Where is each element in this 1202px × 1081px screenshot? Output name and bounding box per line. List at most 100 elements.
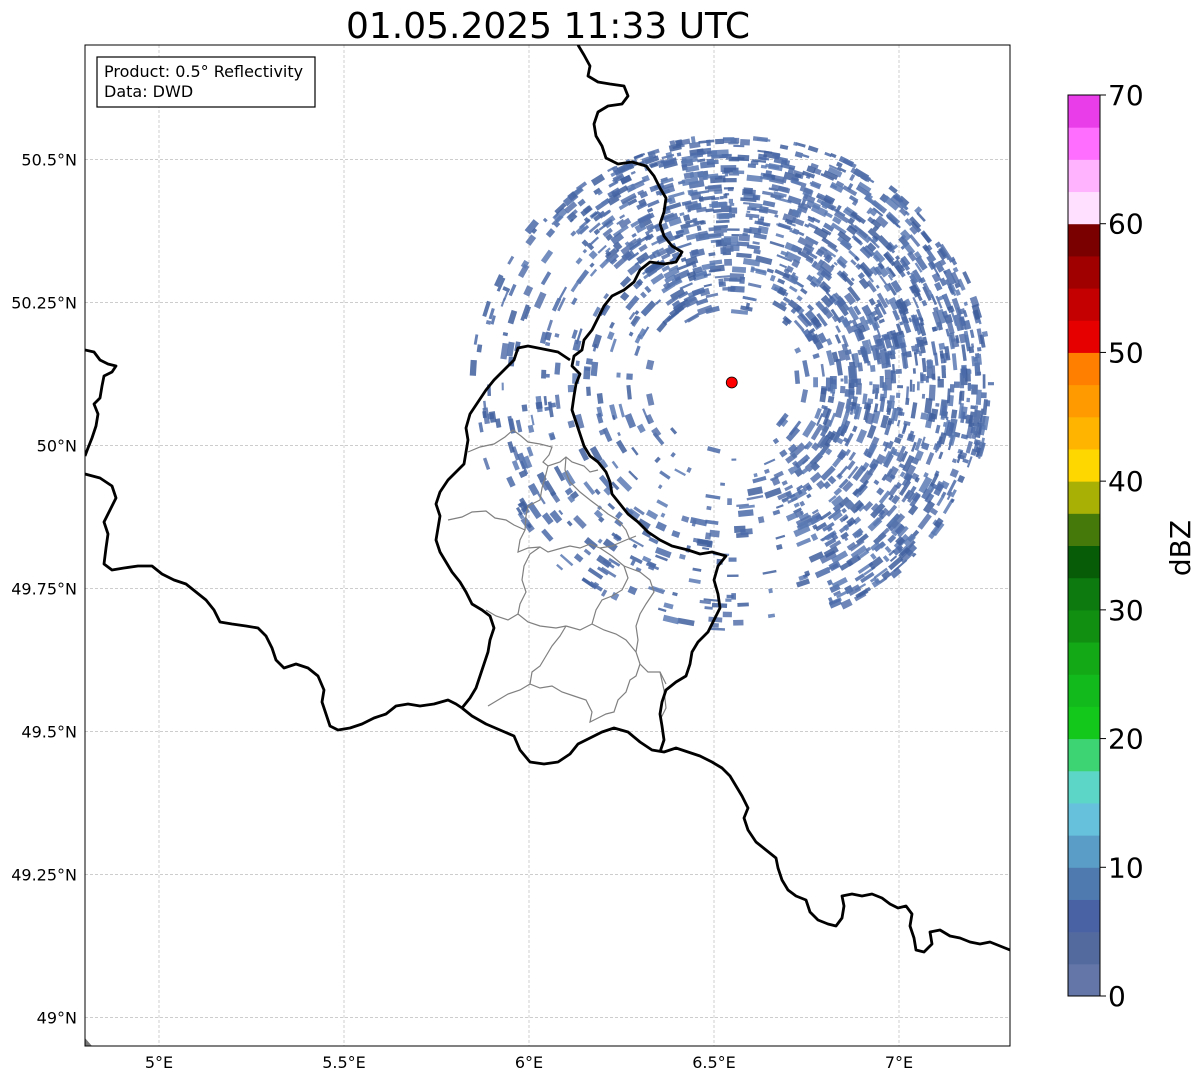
echo-cell <box>850 277 855 282</box>
echo-cell <box>891 494 901 505</box>
echo-cell <box>622 195 637 205</box>
echo-cell <box>840 272 854 287</box>
echo-cell <box>883 441 890 452</box>
echo-cell <box>813 226 829 240</box>
echo-cell <box>826 349 835 366</box>
echo-cell <box>726 228 740 231</box>
echo-cell <box>749 216 753 221</box>
echo-cell <box>898 480 912 496</box>
echo-cell <box>613 256 628 270</box>
colorbar-frame <box>1067 94 1101 997</box>
echo-cell <box>827 166 843 178</box>
echo-cell <box>806 165 817 174</box>
echo-cell <box>648 253 656 261</box>
echo-cell <box>810 423 824 441</box>
echo-cell <box>543 395 548 406</box>
echo-cell <box>876 292 889 309</box>
echo-cell <box>947 305 955 314</box>
echo-cell <box>955 335 960 344</box>
echo-cell <box>728 557 737 562</box>
echo-cell <box>806 493 812 499</box>
colorbar-segment <box>1068 706 1100 740</box>
echo-cell <box>816 479 826 490</box>
echo-cell <box>949 332 956 343</box>
echo-cell <box>651 585 666 593</box>
echo-cell <box>665 202 682 211</box>
echo-cell <box>601 198 610 205</box>
admin-boundary <box>659 671 667 721</box>
admin-boundary <box>591 623 637 653</box>
echo-cell <box>646 199 660 208</box>
admin-boundary <box>623 565 667 685</box>
echo-cell <box>833 487 843 496</box>
echo-cell <box>831 351 839 363</box>
echo-cell <box>583 548 592 556</box>
colorbar-tick-label: 40 <box>1108 465 1144 498</box>
echo-cell <box>548 402 557 408</box>
echo-cell <box>799 500 806 507</box>
echo-cell <box>753 473 758 478</box>
echo-cell <box>775 543 783 551</box>
lon-tick-label: 5°E <box>145 1053 173 1072</box>
echo-cell <box>762 569 777 575</box>
colorbar-segment <box>1068 931 1100 965</box>
echo-cell <box>558 509 564 516</box>
echo-cell <box>527 501 542 520</box>
echo-cell <box>773 191 787 198</box>
echo-cell <box>870 218 882 229</box>
echo-cell <box>598 428 607 436</box>
echo-cell <box>968 346 975 354</box>
echo-cell <box>589 268 598 277</box>
echo-cell <box>971 355 976 367</box>
echo-cell <box>938 342 946 351</box>
colorbar-segment <box>1068 481 1100 514</box>
echo-cell <box>970 448 978 456</box>
echo-cell <box>575 224 587 235</box>
echo-cell <box>787 195 802 206</box>
echo-cell <box>924 397 933 414</box>
echo-cell <box>633 152 646 160</box>
echo-cell <box>804 460 817 473</box>
echo-cell <box>608 253 620 264</box>
echo-cell <box>831 576 848 589</box>
echo-cell <box>651 427 662 438</box>
echo-cell <box>618 217 632 229</box>
echo-cell <box>775 233 785 239</box>
radar-echoes <box>469 136 994 631</box>
echo-cell <box>818 246 828 256</box>
echo-cell <box>554 202 567 215</box>
echo-cell <box>691 519 697 527</box>
echo-cell <box>523 285 534 297</box>
echo-cell <box>725 155 732 160</box>
echo-cell <box>834 401 845 419</box>
echo-cell <box>905 397 910 406</box>
echo-cell <box>869 207 879 217</box>
echo-cell <box>691 287 706 297</box>
echo-cell <box>686 270 697 279</box>
echo-cell <box>649 182 665 193</box>
echo-cell <box>958 308 966 315</box>
echo-cell <box>934 260 945 273</box>
echo-cell <box>824 537 837 547</box>
echo-cell <box>968 419 972 424</box>
echo-cell <box>728 198 734 204</box>
echo-cell <box>813 377 819 388</box>
echo-cell <box>599 257 611 269</box>
echo-cell <box>775 412 789 428</box>
echo-cell <box>539 331 548 344</box>
echo-cell <box>626 373 633 380</box>
echo-cell <box>520 516 535 533</box>
echo-cell <box>660 252 671 260</box>
axis-tick-labels: 5°E 5.5°E 6°E 6.5°E 7°E 50.5°N 50.25°N 50°N 49.7… <box>11 150 913 1072</box>
echo-cell <box>962 369 967 379</box>
echo-cell <box>633 506 645 516</box>
echo-cell <box>929 472 940 487</box>
echo-cell <box>524 306 532 320</box>
echo-cell <box>782 296 791 304</box>
echo-cell <box>921 299 928 307</box>
echo-cell <box>934 241 942 249</box>
echo-cell <box>668 216 682 227</box>
echo-cell <box>794 172 802 179</box>
echo-cell <box>544 341 551 347</box>
echo-cell <box>661 212 675 221</box>
